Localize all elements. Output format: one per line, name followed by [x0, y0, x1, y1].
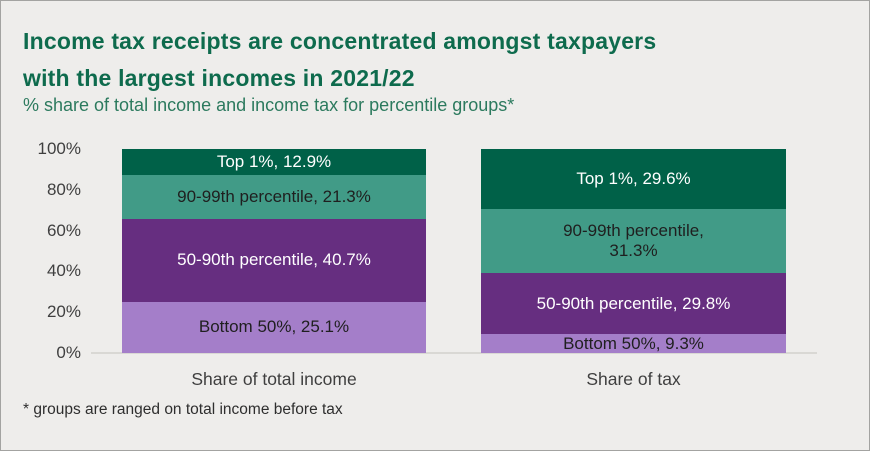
y-axis-tick-40: 40% — [46, 261, 81, 281]
stacked-bar-share-of-total-income: Bottom 50%, 25.1% 50-90th percentile, 40.… — [122, 149, 426, 353]
chart-footnote: * groups are ranged on total income befo… — [23, 401, 343, 418]
bar-segment-label: 90-99th percentile, 31.3% — [563, 221, 704, 261]
bar-segment-top-1-: Top 1%, 29.6% — [481, 149, 786, 210]
bar-segment-label: Top 1%, 12.9% — [216, 152, 332, 172]
stacked-bar-share-of-tax: Bottom 50%, 9.3% 50-90th percentile, 29.8… — [481, 149, 786, 353]
x-axis-baseline — [91, 352, 817, 354]
plot-area: 0% 20% 40% 60% 80% 100% Bottom 50%, 25.1% 50-9… — [1, 139, 869, 362]
bar-segment-50-90th-percentile: 50-90th percentile, 40.7% — [122, 218, 426, 302]
y-axis-tick-100: 100% — [37, 139, 81, 158]
x-axis-label-share-of-total-income: Share of total income — [191, 369, 357, 389]
bar-segment-top-1-: Top 1%, 12.9% — [122, 149, 426, 176]
bar-segment-bottom-50-: Bottom 50%, 9.3% — [481, 334, 786, 353]
chart-title: Income tax receipts are concentrated amo… — [23, 23, 843, 97]
bar-segment-label: 50-90th percentile, 40.7% — [177, 250, 371, 270]
y-axis-tick-20: 20% — [46, 302, 81, 322]
bar-segment-90-99th-percentile: 90-99th percentile, 31.3% — [481, 209, 786, 274]
bar-segment-label: Bottom 50%, 9.3% — [563, 334, 704, 353]
bar-segment-label: Top 1%, 29.6% — [576, 169, 691, 189]
bar-segment-90-99th-percentile: 90-99th percentile, 21.3% — [122, 175, 426, 219]
bar-segment-50-90th-percentile: 50-90th percentile, 29.8% — [481, 273, 786, 335]
chart-title-line1: Income tax receipts are concentrated amo… — [23, 28, 657, 54]
bar-segment-label: 50-90th percentile, 29.8% — [536, 293, 731, 313]
chart-subtitle: % share of total income and income tax f… — [23, 95, 515, 115]
y-axis-tick-0: 0% — [56, 343, 81, 362]
bar-segment-label: Bottom 50%, 25.1% — [198, 317, 350, 337]
x-axis-label-share-of-tax: Share of tax — [586, 369, 681, 389]
chart-title-line2: with the largest incomes in 2021/22 — [23, 65, 415, 91]
y-axis-tick-80: 80% — [46, 179, 81, 199]
bar-segment-label: 90-99th percentile, 21.3% — [177, 187, 371, 207]
bar-segment-bottom-50-: Bottom 50%, 25.1% — [122, 301, 426, 353]
y-axis-tick-60: 60% — [46, 220, 81, 240]
